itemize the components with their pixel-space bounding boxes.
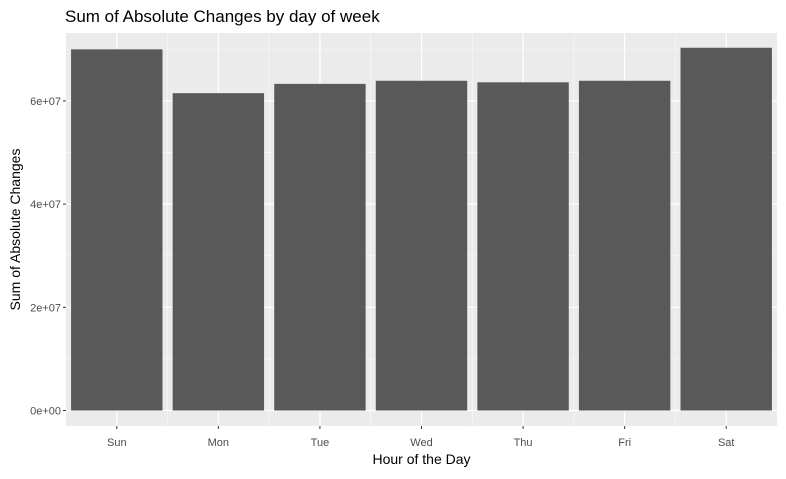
y-tick-label: 0e+00 [30,406,61,418]
y-axis: 0e+00 2e+07 4e+07 6e+07 [30,96,66,418]
x-tick-label-thu: Thu [514,437,533,449]
bar-sat [680,47,772,411]
bar-mon [172,93,265,411]
x-tick-label-tue: Tue [311,437,330,449]
chart-title: Sum of Absolute Changes by day of week [65,7,380,26]
bar-tue [274,83,366,411]
bar-thu [477,82,569,411]
x-tick-label-wed: Wed [410,437,432,449]
y-tick-label: 2e+07 [30,302,61,314]
x-tick-label-sun: Sun [107,437,127,449]
y-tick-label: 4e+07 [30,199,61,211]
x-axis: Sun Mon Tue Wed Thu Fri Sat [107,426,734,449]
y-axis-title: Sum of Absolute Changes [7,149,23,311]
x-axis-title: Hour of the Day [372,451,470,467]
y-tick-label: 6e+07 [30,96,61,108]
x-tick-label-mon: Mon [208,437,229,449]
x-tick-label-fri: Fri [618,437,631,449]
bar-sun [71,49,163,411]
bar-fri [578,80,671,411]
x-tick-label-sat: Sat [718,437,735,449]
bars-group [71,47,772,411]
bar-wed [375,80,468,411]
